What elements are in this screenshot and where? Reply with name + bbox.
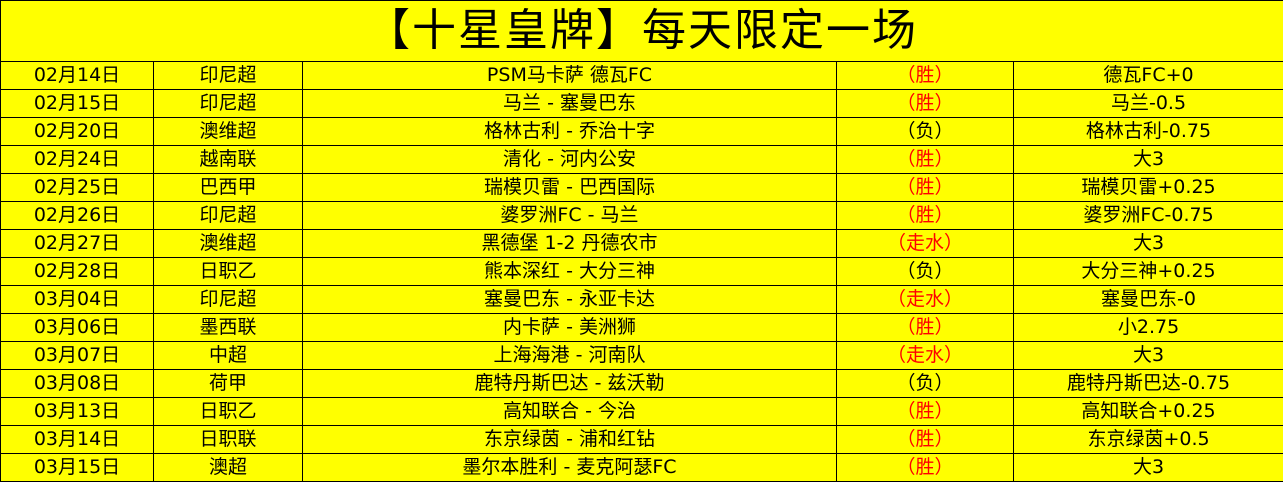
pick-cell: 马兰-0.5 bbox=[1012, 89, 1283, 118]
table-row: 02月26日 印尼超 婆罗洲FC - 马兰 （胜） 婆罗洲FC-0.75 bbox=[0, 201, 1283, 230]
match-cell: 内卡萨 - 美洲狮 bbox=[302, 313, 837, 342]
result-cell: （胜） bbox=[836, 89, 1014, 118]
result-cell: （胜） bbox=[836, 61, 1014, 90]
match-cell: 黑德堡 1-2 丹德农市 bbox=[302, 229, 837, 258]
result-cell: （胜） bbox=[836, 145, 1014, 174]
result-cell: （胜） bbox=[836, 201, 1014, 230]
table-row: 02月27日 澳维超 黑德堡 1-2 丹德农市 （走水） 大3 bbox=[0, 229, 1283, 258]
pick-cell: 大3 bbox=[1012, 453, 1283, 482]
table-row: 03月06日 墨西联 内卡萨 - 美洲狮 （胜） 小2.75 bbox=[0, 313, 1283, 342]
league-cell: 澳维超 bbox=[153, 117, 303, 146]
league-cell: 日职乙 bbox=[153, 397, 303, 426]
table-row: 03月13日 日职乙 高知联合 - 今治 （胜） 高知联合+0.25 bbox=[0, 397, 1283, 426]
date-cell: 02月27日 bbox=[0, 229, 154, 258]
pick-cell: 大3 bbox=[1012, 229, 1283, 258]
league-cell: 印尼超 bbox=[153, 89, 303, 118]
table-row: 02月24日 越南联 清化 - 河内公安 （胜） 大3 bbox=[0, 145, 1283, 174]
league-cell: 日职联 bbox=[153, 425, 303, 454]
table-row: 02月14日 印尼超 PSM马卡萨 德瓦FC （胜） 德瓦FC+0 bbox=[0, 61, 1283, 90]
match-cell: 东京绿茵 - 浦和红钻 bbox=[302, 425, 837, 454]
result-cell: （胜） bbox=[836, 425, 1014, 454]
date-cell: 03月13日 bbox=[0, 397, 154, 426]
date-cell: 02月26日 bbox=[0, 201, 154, 230]
match-cell: 墨尔本胜利 - 麦克阿瑟FC bbox=[302, 453, 837, 482]
result-cell: （负） bbox=[836, 117, 1014, 146]
table-row: 02月28日 日职乙 熊本深红 - 大分三神 （负） 大分三神+0.25 bbox=[0, 257, 1283, 286]
pick-cell: 婆罗洲FC-0.75 bbox=[1012, 201, 1283, 230]
league-cell: 印尼超 bbox=[153, 285, 303, 314]
table-row: 03月14日 日职联 东京绿茵 - 浦和红钻 （胜） 东京绿茵+0.5 bbox=[0, 425, 1283, 454]
date-cell: 03月04日 bbox=[0, 285, 154, 314]
league-cell: 越南联 bbox=[153, 145, 303, 174]
pick-cell: 德瓦FC+0 bbox=[1012, 61, 1283, 90]
match-cell: 瑞模贝雷 - 巴西国际 bbox=[302, 173, 837, 202]
pick-cell: 大分三神+0.25 bbox=[1012, 257, 1283, 286]
match-cell: 鹿特丹斯巴达 - 兹沃勒 bbox=[302, 369, 837, 398]
match-cell: 熊本深红 - 大分三神 bbox=[302, 257, 837, 286]
result-cell: （胜） bbox=[836, 453, 1014, 482]
result-cell: （走水） bbox=[836, 229, 1014, 258]
date-cell: 03月15日 bbox=[0, 453, 154, 482]
league-cell: 印尼超 bbox=[153, 61, 303, 90]
match-cell: 格林古利 - 乔治十字 bbox=[302, 117, 837, 146]
pick-cell: 瑞模贝雷+0.25 bbox=[1012, 173, 1283, 202]
league-cell: 荷甲 bbox=[153, 369, 303, 398]
match-cell: 塞曼巴东 - 永亚卡达 bbox=[302, 285, 837, 314]
match-cell: 婆罗洲FC - 马兰 bbox=[302, 201, 837, 230]
match-cell: PSM马卡萨 德瓦FC bbox=[302, 61, 837, 90]
result-cell: （负） bbox=[836, 257, 1014, 286]
pick-cell: 高知联合+0.25 bbox=[1012, 397, 1283, 426]
league-cell: 印尼超 bbox=[153, 201, 303, 230]
table-row: 02月20日 澳维超 格林古利 - 乔治十字 （负） 格林古利-0.75 bbox=[0, 117, 1283, 146]
table-row: 02月15日 印尼超 马兰 - 塞曼巴东 （胜） 马兰-0.5 bbox=[0, 89, 1283, 118]
result-cell: （走水） bbox=[836, 285, 1014, 314]
league-cell: 澳超 bbox=[153, 453, 303, 482]
pick-cell: 鹿特丹斯巴达-0.75 bbox=[1012, 369, 1283, 398]
pick-cell: 格林古利-0.75 bbox=[1012, 117, 1283, 146]
match-cell: 上海海港 - 河南队 bbox=[302, 341, 837, 370]
date-cell: 02月25日 bbox=[0, 173, 154, 202]
pick-cell: 塞曼巴东-0 bbox=[1012, 285, 1283, 314]
result-cell: （胜） bbox=[836, 173, 1014, 202]
table-row: 03月04日 印尼超 塞曼巴东 - 永亚卡达 （走水） 塞曼巴东-0 bbox=[0, 285, 1283, 314]
table-row: 03月15日 澳超 墨尔本胜利 - 麦克阿瑟FC （胜） 大3 bbox=[0, 453, 1283, 482]
table-row: 03月07日 中超 上海海港 - 河南队 （走水） 大3 bbox=[0, 341, 1283, 370]
date-cell: 03月14日 bbox=[0, 425, 154, 454]
date-cell: 03月07日 bbox=[0, 341, 154, 370]
match-cell: 清化 - 河内公安 bbox=[302, 145, 837, 174]
result-cell: （胜） bbox=[836, 397, 1014, 426]
pick-cell: 小2.75 bbox=[1012, 313, 1283, 342]
match-cell: 高知联合 - 今治 bbox=[302, 397, 837, 426]
date-cell: 02月14日 bbox=[0, 61, 154, 90]
result-cell: （胜） bbox=[836, 313, 1014, 342]
result-cell: （负） bbox=[836, 369, 1014, 398]
date-cell: 02月28日 bbox=[0, 257, 154, 286]
result-cell: （走水） bbox=[836, 341, 1014, 370]
league-cell: 日职乙 bbox=[153, 257, 303, 286]
pick-cell: 东京绿茵+0.5 bbox=[1012, 425, 1283, 454]
page-title: 【十星皇牌】每天限定一场 bbox=[0, 0, 1283, 62]
date-cell: 03月08日 bbox=[0, 369, 154, 398]
league-cell: 澳维超 bbox=[153, 229, 303, 258]
date-cell: 02月20日 bbox=[0, 117, 154, 146]
league-cell: 墨西联 bbox=[153, 313, 303, 342]
league-cell: 巴西甲 bbox=[153, 173, 303, 202]
date-cell: 02月24日 bbox=[0, 145, 154, 174]
pick-cell: 大3 bbox=[1012, 145, 1283, 174]
date-cell: 02月15日 bbox=[0, 89, 154, 118]
table-row: 02月25日 巴西甲 瑞模贝雷 - 巴西国际 （胜） 瑞模贝雷+0.25 bbox=[0, 173, 1283, 202]
match-cell: 马兰 - 塞曼巴东 bbox=[302, 89, 837, 118]
pick-cell: 大3 bbox=[1012, 341, 1283, 370]
table-row: 03月08日 荷甲 鹿特丹斯巴达 - 兹沃勒 （负） 鹿特丹斯巴达-0.75 bbox=[0, 369, 1283, 398]
title-row: 【十星皇牌】每天限定一场 bbox=[0, 0, 1283, 62]
league-cell: 中超 bbox=[153, 341, 303, 370]
date-cell: 03月06日 bbox=[0, 313, 154, 342]
